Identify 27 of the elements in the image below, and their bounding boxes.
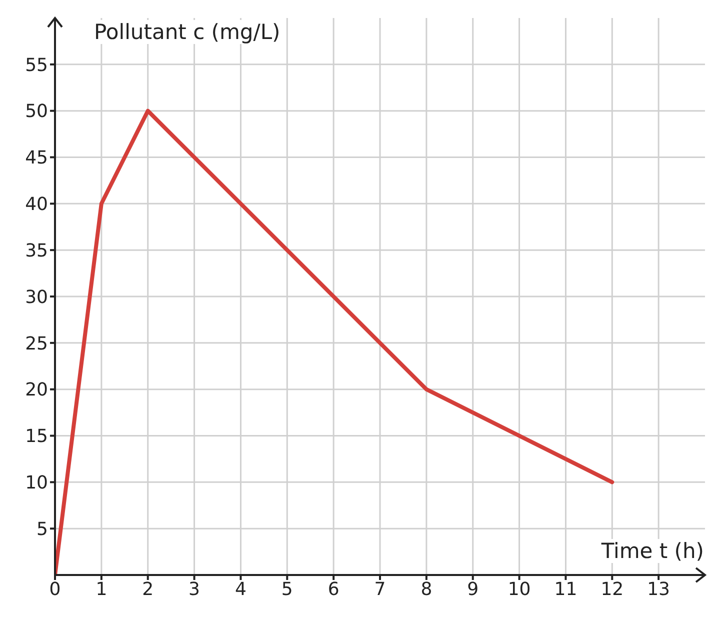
x-axis-title: Time t (h) — [601, 539, 704, 563]
y-tick-label: 5 — [36, 518, 48, 540]
x-tick-label: 10 — [508, 578, 531, 600]
y-tick-label: 35 — [25, 240, 48, 262]
x-tick-label: 6 — [328, 578, 340, 600]
y-tick-label: 10 — [25, 472, 48, 494]
y-tick-label: 20 — [25, 380, 48, 401]
x-tick-label: 4 — [234, 578, 246, 600]
x-tick-label: 5 — [281, 578, 293, 600]
x-tick-label: 3 — [188, 578, 200, 600]
x-tick-label: 7 — [374, 578, 386, 600]
y-tick-label: 30 — [25, 286, 48, 308]
y-tick-label: 50 — [25, 101, 48, 122]
y-tick-label: 25 — [25, 333, 48, 354]
x-tick-label: 9 — [467, 578, 479, 600]
x-tick-label: 1 — [96, 578, 108, 600]
y-tick-label: 40 — [25, 194, 48, 216]
x-tick-label: 12 — [600, 578, 624, 600]
y-tick-label: 45 — [25, 148, 48, 169]
y-axis-title: Pollutant c (mg/L) — [94, 20, 280, 44]
x-tick-label: 8 — [420, 578, 432, 600]
x-tick-label: 2 — [142, 578, 154, 600]
x-tick-label: 13 — [647, 578, 670, 600]
x-tick-label: 11 — [554, 578, 578, 600]
y-tick-label: 55 — [25, 54, 48, 76]
y-tick-label: 15 — [25, 426, 48, 448]
x-tick-label: 0 — [49, 578, 61, 600]
